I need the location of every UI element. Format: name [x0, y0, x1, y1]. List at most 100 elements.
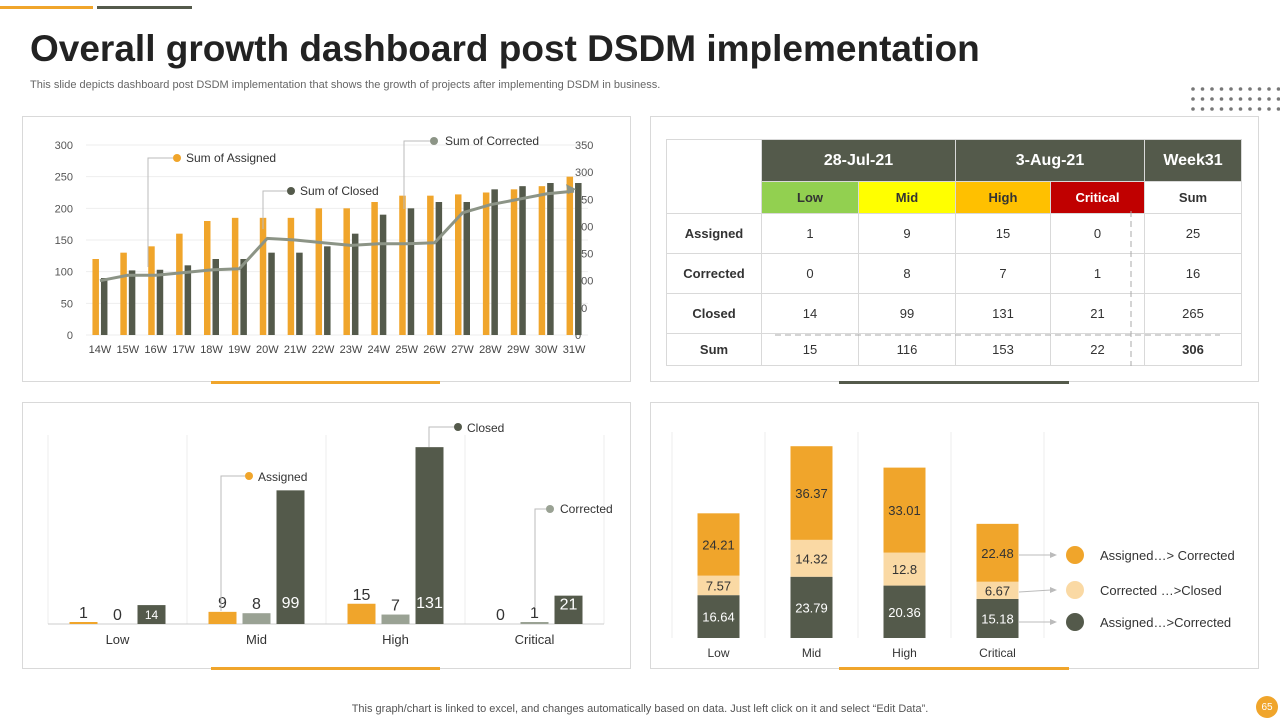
legend-closed: Closed — [467, 421, 504, 435]
bar-assigned — [208, 611, 237, 624]
weekly-combo-chart-panel: 0501001502002503000501001502002503003501… — [22, 116, 631, 382]
bar-assigned — [347, 603, 376, 624]
legend-entry: Assigned…> Corrected — [1100, 548, 1235, 563]
decor-dot — [1200, 107, 1205, 111]
bar-closed — [100, 278, 108, 335]
bar-assigned — [371, 202, 378, 335]
decor-dot — [1200, 87, 1205, 91]
decor-dot — [1276, 87, 1280, 91]
table-dashed-guides — [775, 211, 1220, 366]
data-label: 7 — [391, 598, 400, 615]
data-label: 24.21 — [702, 537, 735, 552]
decor-dot — [1257, 97, 1262, 101]
legend-marker — [1066, 581, 1084, 599]
x-tick-label: 26W — [423, 344, 446, 356]
bar-closed — [463, 202, 470, 335]
bar-assigned — [176, 233, 183, 335]
bar-corrected — [381, 614, 410, 624]
callout-line — [534, 508, 546, 608]
table-cell: 116 — [858, 333, 956, 366]
level-critical: Critical — [1050, 181, 1145, 214]
legend-marker-assigned — [173, 154, 181, 162]
right-tick-label: 150 — [575, 249, 593, 261]
table-cell: 306 — [1144, 333, 1242, 366]
callout-line — [262, 190, 287, 229]
bar-closed — [296, 252, 303, 335]
left-tick-label: 250 — [55, 172, 73, 184]
x-tick-label: Mid — [246, 632, 267, 647]
legend-marker-closed — [287, 187, 295, 195]
data-label: 33.01 — [888, 503, 921, 518]
data-label: 16.64 — [702, 610, 735, 625]
bar-assigned — [259, 217, 267, 335]
x-tick-label: 31W — [563, 344, 586, 356]
decor-dot — [1238, 87, 1243, 91]
table-level-row: Low Mid High Critical Sum — [667, 181, 1242, 214]
x-tick-label: 30W — [535, 344, 558, 356]
table-sum-row: Sum 15 116 153 22 306 — [666, 333, 1242, 366]
week-header: Week31 — [1144, 139, 1242, 182]
footer-note: This graph/chart is linked to excel, and… — [351, 703, 929, 715]
data-label: 99 — [282, 595, 300, 612]
row-label: Sum — [666, 333, 762, 366]
panel1-accent — [211, 381, 440, 384]
table-corner — [666, 139, 762, 214]
bar-assigned — [231, 217, 239, 335]
bar-assigned — [538, 186, 546, 335]
data-label: 36.37 — [795, 486, 828, 501]
bar-closed — [554, 595, 583, 624]
left-tick-label: 150 — [55, 235, 73, 247]
x-tick-label: 20W — [256, 344, 279, 356]
bar-closed — [156, 269, 164, 335]
data-label: 8 — [252, 596, 261, 613]
data-label: 12.8 — [892, 562, 917, 577]
top-accent-orange — [0, 6, 93, 9]
stacked-bar-chart[interactable]: 16.64 7.57 24.21 Low 23.79 14.32 36.37 Mid 20.36… — [651, 403, 1258, 668]
x-tick-label: 28W — [479, 344, 502, 356]
left-tick-label: 0 — [67, 330, 73, 342]
data-label: 14 — [145, 608, 159, 622]
x-tick-label: High — [382, 632, 409, 647]
decor-dot — [1210, 87, 1214, 91]
stack-segment — [883, 585, 926, 638]
data-label: 9 — [218, 595, 227, 612]
x-tick-label: Critical — [979, 646, 1016, 660]
left-tick-label: 300 — [55, 140, 73, 152]
decor-dot — [1276, 97, 1280, 101]
legend-corrected: Corrected — [560, 502, 613, 516]
legend-corrected: Sum of Corrected — [445, 134, 539, 148]
right-tick-label: 350 — [575, 140, 593, 152]
stack-segment — [976, 598, 1019, 638]
stack-segment — [790, 446, 833, 540]
legend-arrow — [1050, 619, 1057, 625]
data-label: 131 — [416, 595, 443, 612]
x-tick-label: 29W — [507, 344, 530, 356]
line-corrected — [99, 189, 575, 283]
decor-dot — [1200, 97, 1205, 101]
x-tick-label: 25W — [395, 344, 418, 356]
level-high: High — [955, 181, 1051, 214]
weekly-combo-chart[interactable]: 0501001502002503000501001502002503003501… — [23, 117, 630, 381]
decor-dot — [1267, 87, 1271, 91]
data-label: 22.48 — [981, 546, 1014, 561]
panel2-accent — [839, 381, 1069, 384]
bar-assigned — [204, 221, 211, 335]
bar-closed — [324, 246, 331, 335]
level-bar-chart-panel: 1 0 14 Low 9 8 99 Mid 15 7 131 High 0 1 21 Critical Assi… — [22, 402, 631, 669]
bar-assigned — [510, 189, 518, 335]
decor-dot — [1219, 107, 1224, 111]
bar-closed — [415, 447, 444, 624]
data-label: 0 — [113, 607, 122, 624]
decor-dot — [1229, 107, 1233, 111]
level-bar-chart[interactable]: 1 0 14 Low 9 8 99 Mid 15 7 131 High 0 1 21 Critical Assi… — [23, 403, 630, 668]
bar-corrected — [520, 622, 549, 624]
callout-line — [428, 426, 455, 447]
bar-assigned — [287, 217, 295, 335]
legend-marker-corrected — [430, 137, 438, 145]
bar-closed — [351, 233, 359, 335]
decor-dot — [1219, 87, 1224, 91]
page-title: Overall growth dashboard post DSDM imple… — [30, 28, 980, 69]
right-tick-label: 0 — [575, 330, 581, 342]
date2-header: 3-Aug-21 — [955, 139, 1145, 182]
decor-dot — [1267, 107, 1271, 111]
